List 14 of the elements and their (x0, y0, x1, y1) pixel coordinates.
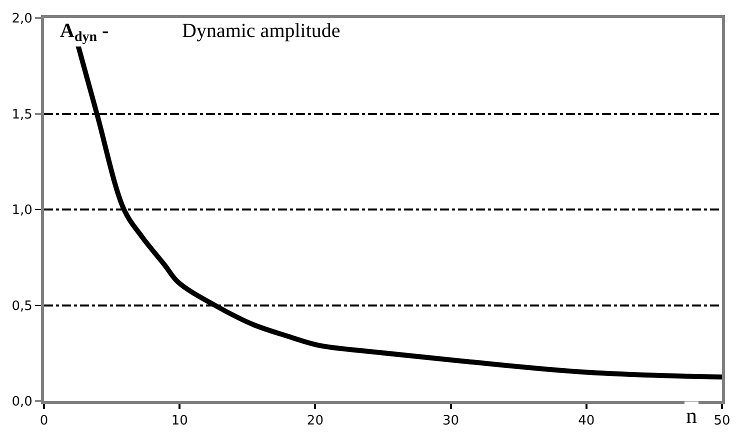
y-axis-title: A$_{dyn}$ - (60, 20, 109, 46)
x-axis-title: n (686, 403, 697, 428)
x-tick-label: 40 (578, 414, 595, 429)
x-tick-label: 30 (442, 414, 460, 429)
x-tick-label: 0 (40, 414, 48, 429)
y-tick-label: 2,0 (12, 12, 32, 27)
x-tick-label: 10 (171, 414, 188, 429)
y-tick-label: 0,0 (12, 394, 32, 410)
y-tick-label: 0,5 (12, 298, 32, 314)
y-tick-label: 1,0 (12, 203, 32, 218)
chart-title: Dynamic amplitude (182, 20, 340, 42)
y-tick-label: 1,5 (12, 107, 32, 122)
x-tick-label: 50 (714, 414, 730, 429)
x-tick-label: 20 (306, 414, 324, 429)
